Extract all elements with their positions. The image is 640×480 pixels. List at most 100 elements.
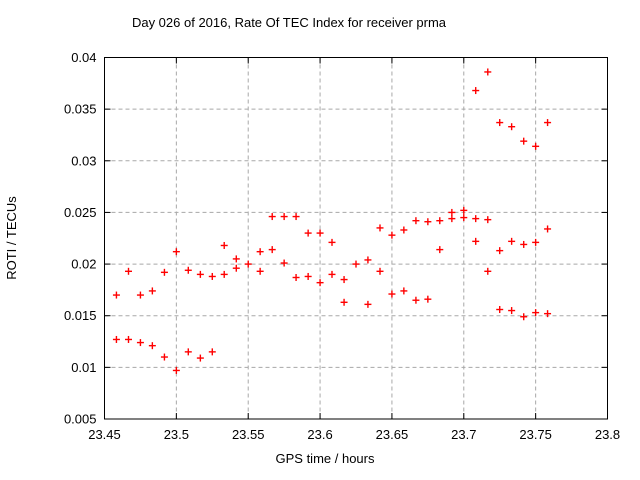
data-point-marker [125, 267, 133, 275]
data-point-marker [544, 310, 552, 318]
data-point-marker [196, 270, 204, 278]
data-point-marker [292, 273, 300, 281]
data-point-marker [220, 241, 228, 249]
data-point-marker [412, 217, 420, 225]
x-tick-label: 23.7 [451, 427, 476, 442]
data-point-marker [172, 366, 180, 374]
data-point-marker [496, 247, 504, 255]
data-point-layer [112, 68, 552, 374]
data-point-marker [184, 348, 192, 356]
data-point-marker [125, 335, 133, 343]
data-point-marker [340, 276, 348, 284]
data-point-marker [472, 87, 480, 95]
grid-layer [104, 57, 608, 419]
data-point-marker [472, 215, 480, 223]
data-point-marker [496, 306, 504, 314]
x-tick-label: 23.65 [376, 427, 409, 442]
data-point-marker [424, 295, 432, 303]
data-point-marker [196, 354, 204, 362]
data-point-marker [520, 137, 528, 145]
data-point-marker [460, 214, 468, 222]
data-point-marker [460, 206, 468, 214]
data-point-marker [172, 248, 180, 256]
data-point-marker [424, 218, 432, 226]
y-tick-label: 0.04 [71, 50, 96, 65]
data-point-marker [268, 213, 276, 221]
data-point-marker [532, 142, 540, 150]
data-point-marker [148, 342, 156, 350]
y-axis-label: ROTI / TECUs [4, 196, 19, 280]
tick-layer [104, 57, 608, 420]
data-point-marker [304, 229, 312, 237]
y-tick-label: 0.02 [71, 257, 96, 272]
data-point-marker [316, 229, 324, 237]
data-point-marker [484, 68, 492, 76]
y-tick-label: 0.01 [71, 360, 96, 375]
data-point-marker [436, 217, 444, 225]
data-point-marker [256, 248, 264, 256]
data-point-marker [400, 226, 408, 234]
data-point-marker [508, 123, 516, 131]
y-tick-label: 0.005 [64, 412, 97, 427]
data-point-marker [352, 260, 360, 268]
data-point-marker [184, 266, 192, 274]
x-tick-label: 23.5 [164, 427, 189, 442]
x-tick-label: 23.55 [232, 427, 265, 442]
data-point-marker [304, 272, 312, 280]
data-point-marker [280, 259, 288, 267]
data-point-marker [340, 298, 348, 306]
data-point-marker [448, 215, 456, 223]
data-point-marker [520, 313, 528, 321]
data-point-marker [544, 119, 552, 127]
plot-border [104, 57, 608, 420]
data-point-marker [256, 267, 264, 275]
data-point-marker [292, 213, 300, 221]
data-point-marker [544, 225, 552, 233]
y-tick-label: 0.035 [64, 102, 97, 117]
data-point-marker [220, 270, 228, 278]
data-point-marker [508, 237, 516, 245]
x-axis-label: GPS time / hours [276, 451, 375, 466]
data-point-marker [136, 291, 144, 299]
data-point-marker [328, 270, 336, 278]
x-tick-label: 23.45 [88, 427, 121, 442]
data-point-marker [136, 339, 144, 347]
data-point-marker [376, 224, 384, 232]
y-tick-label: 0.025 [64, 205, 97, 220]
data-point-marker [364, 256, 372, 264]
data-point-marker [484, 267, 492, 275]
data-point-marker [244, 260, 252, 268]
data-point-marker [532, 309, 540, 317]
data-point-marker [508, 307, 516, 315]
data-point-marker [388, 290, 396, 298]
x-tick-label: 23.6 [307, 427, 332, 442]
data-point-marker [232, 255, 240, 263]
data-point-marker [376, 267, 384, 275]
data-point-marker [400, 287, 408, 295]
data-point-marker [388, 231, 396, 239]
data-point-marker [520, 240, 528, 248]
data-point-marker [436, 246, 444, 254]
data-point-marker [364, 300, 372, 308]
y-tick-label: 0.015 [64, 308, 97, 323]
data-point-marker [448, 208, 456, 216]
chart-title: Day 026 of 2016, Rate Of TEC Index for r… [132, 15, 447, 30]
data-point-marker [412, 296, 420, 304]
data-point-marker [148, 287, 156, 295]
data-point-marker [280, 213, 288, 221]
data-point-marker [208, 272, 216, 280]
data-point-marker [268, 246, 276, 254]
data-point-marker [208, 348, 216, 356]
tick-label-layer: 23.45 23.5 23.55 23.6 23.65 23.7 23.75 23.8 0.00… [64, 50, 620, 442]
data-point-marker [496, 119, 504, 127]
data-point-marker [472, 237, 480, 245]
x-tick-label: 23.8 [595, 427, 620, 442]
data-point-marker [160, 353, 168, 361]
data-point-marker [160, 268, 168, 276]
data-point-marker [532, 238, 540, 246]
data-point-marker [484, 216, 492, 224]
data-point-marker [316, 279, 324, 287]
data-point-marker [112, 335, 120, 343]
